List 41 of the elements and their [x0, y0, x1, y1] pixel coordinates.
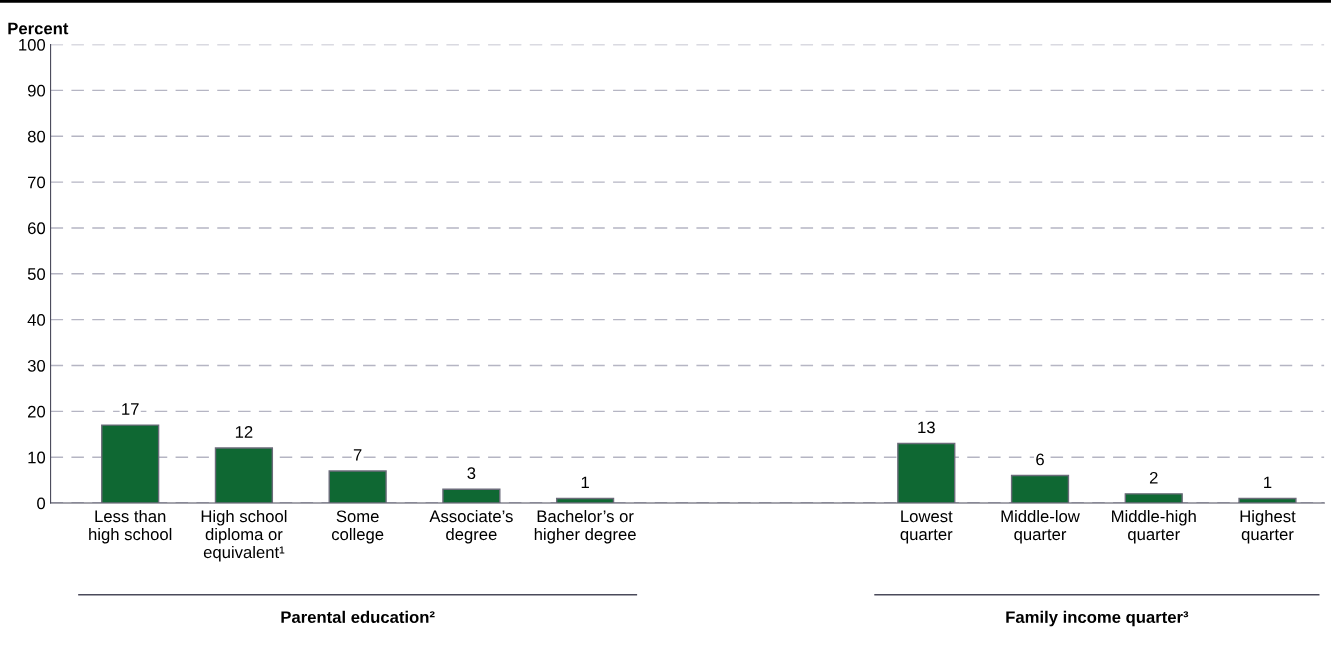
x-tick-label: Middle-high quarter	[1112, 509, 1196, 544]
text: Parental education²	[281, 610, 435, 624]
bar	[442, 488, 501, 504]
y-tick-label: 50	[27, 268, 46, 280]
bar	[1238, 497, 1297, 504]
y-tick-label: 0	[37, 497, 46, 510]
y-tick-label: 70	[28, 176, 46, 189]
y-tick-label: 40	[27, 314, 46, 326]
x-tick-label: High school diploma or equivalent¹	[201, 509, 287, 562]
data-label: 1	[1264, 476, 1272, 489]
x-tick-label: Highest quarter	[1240, 509, 1296, 544]
y-tick-label: 30	[27, 359, 46, 372]
text: Family income quarter³	[1006, 610, 1189, 627]
bar	[101, 424, 160, 504]
x-tick-label: Middle-low quarter	[1001, 509, 1080, 544]
bar	[1010, 474, 1070, 504]
data-label: 7	[353, 449, 362, 461]
y-tick-label: 90	[27, 84, 46, 97]
data-label: 13	[918, 421, 935, 434]
bar	[214, 447, 274, 504]
data-label: 1	[581, 476, 589, 489]
bar	[1124, 493, 1183, 504]
x-tick-label: Lowest quarter	[900, 510, 953, 544]
x-tick-label: Less than high school	[89, 509, 172, 544]
x-tick-label: Bachelor’s or higher degree	[534, 509, 636, 544]
data-label: 17	[122, 403, 139, 415]
data-label: 3	[467, 467, 476, 480]
bar	[897, 442, 956, 504]
y-tick-label: 60	[28, 222, 46, 235]
data-label: 12	[235, 426, 253, 438]
x-tick-label: Some college	[331, 510, 384, 544]
y-axis-title: Percent	[8, 22, 69, 35]
y-tick-label: 100	[19, 38, 46, 51]
data-label: 2	[1149, 471, 1158, 484]
x-tick-label: Associate’s degree	[429, 509, 513, 544]
y-tick-label: 80	[27, 130, 46, 143]
data-label: 6	[1036, 453, 1044, 466]
y-tick-label: 10	[28, 451, 46, 464]
bar	[555, 497, 615, 504]
bar	[328, 470, 387, 504]
y-tick-label: 20	[28, 405, 46, 418]
